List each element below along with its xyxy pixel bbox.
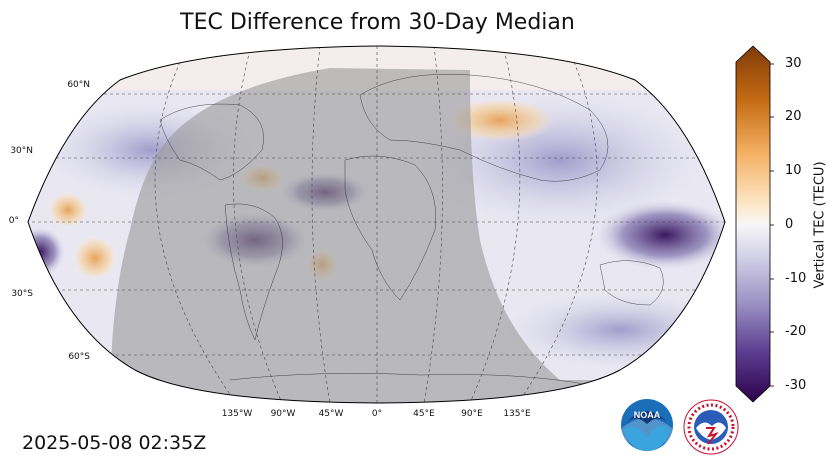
- lon-label-45e: 45°E: [413, 409, 435, 419]
- lat-label-60n: 60°N: [67, 80, 90, 90]
- graticule: [28, 46, 725, 403]
- colorbar-tick: 0: [785, 217, 794, 232]
- lat-label-30n: 30°N: [10, 146, 33, 156]
- colorbar-tick: 30: [785, 56, 802, 71]
- night-shading: [110, 68, 620, 403]
- lon-label-90e: 90°E: [461, 409, 483, 419]
- lon-label-135e: 135°E: [503, 409, 531, 419]
- colorbar-tick: 20: [785, 109, 802, 124]
- lon-label-135w: 135°W: [221, 409, 253, 419]
- colorbar-tick: -20: [785, 324, 807, 339]
- lon-label-0: 0°: [371, 409, 383, 419]
- map-title: TEC Difference from 30-Day Median: [180, 10, 575, 35]
- coastlines: [159, 73, 664, 386]
- colorbar-tick: 10: [785, 163, 802, 178]
- colorbar: [735, 45, 774, 403]
- lat-label-60s: 60°S: [68, 352, 90, 362]
- globe-outline: [27, 45, 726, 404]
- lat-label-0: 0°: [8, 216, 19, 226]
- colorbar-label: Vertical TEC (TECU): [812, 161, 828, 289]
- lon-label-45w: 45°W: [318, 409, 344, 419]
- timestamp: 2025-05-08 02:35Z: [22, 432, 207, 454]
- colorbar-tick: -30: [785, 378, 807, 393]
- nws-logo: [683, 399, 739, 455]
- noaa-logo-text: NOAA: [634, 410, 661, 420]
- colorbar-tick: -10: [785, 271, 807, 286]
- lat-label-30s: 30°S: [11, 289, 33, 299]
- noaa-logo: NOAA: [621, 399, 673, 451]
- lon-label-90w: 90°W: [270, 409, 296, 419]
- map-field: [28, 46, 725, 403]
